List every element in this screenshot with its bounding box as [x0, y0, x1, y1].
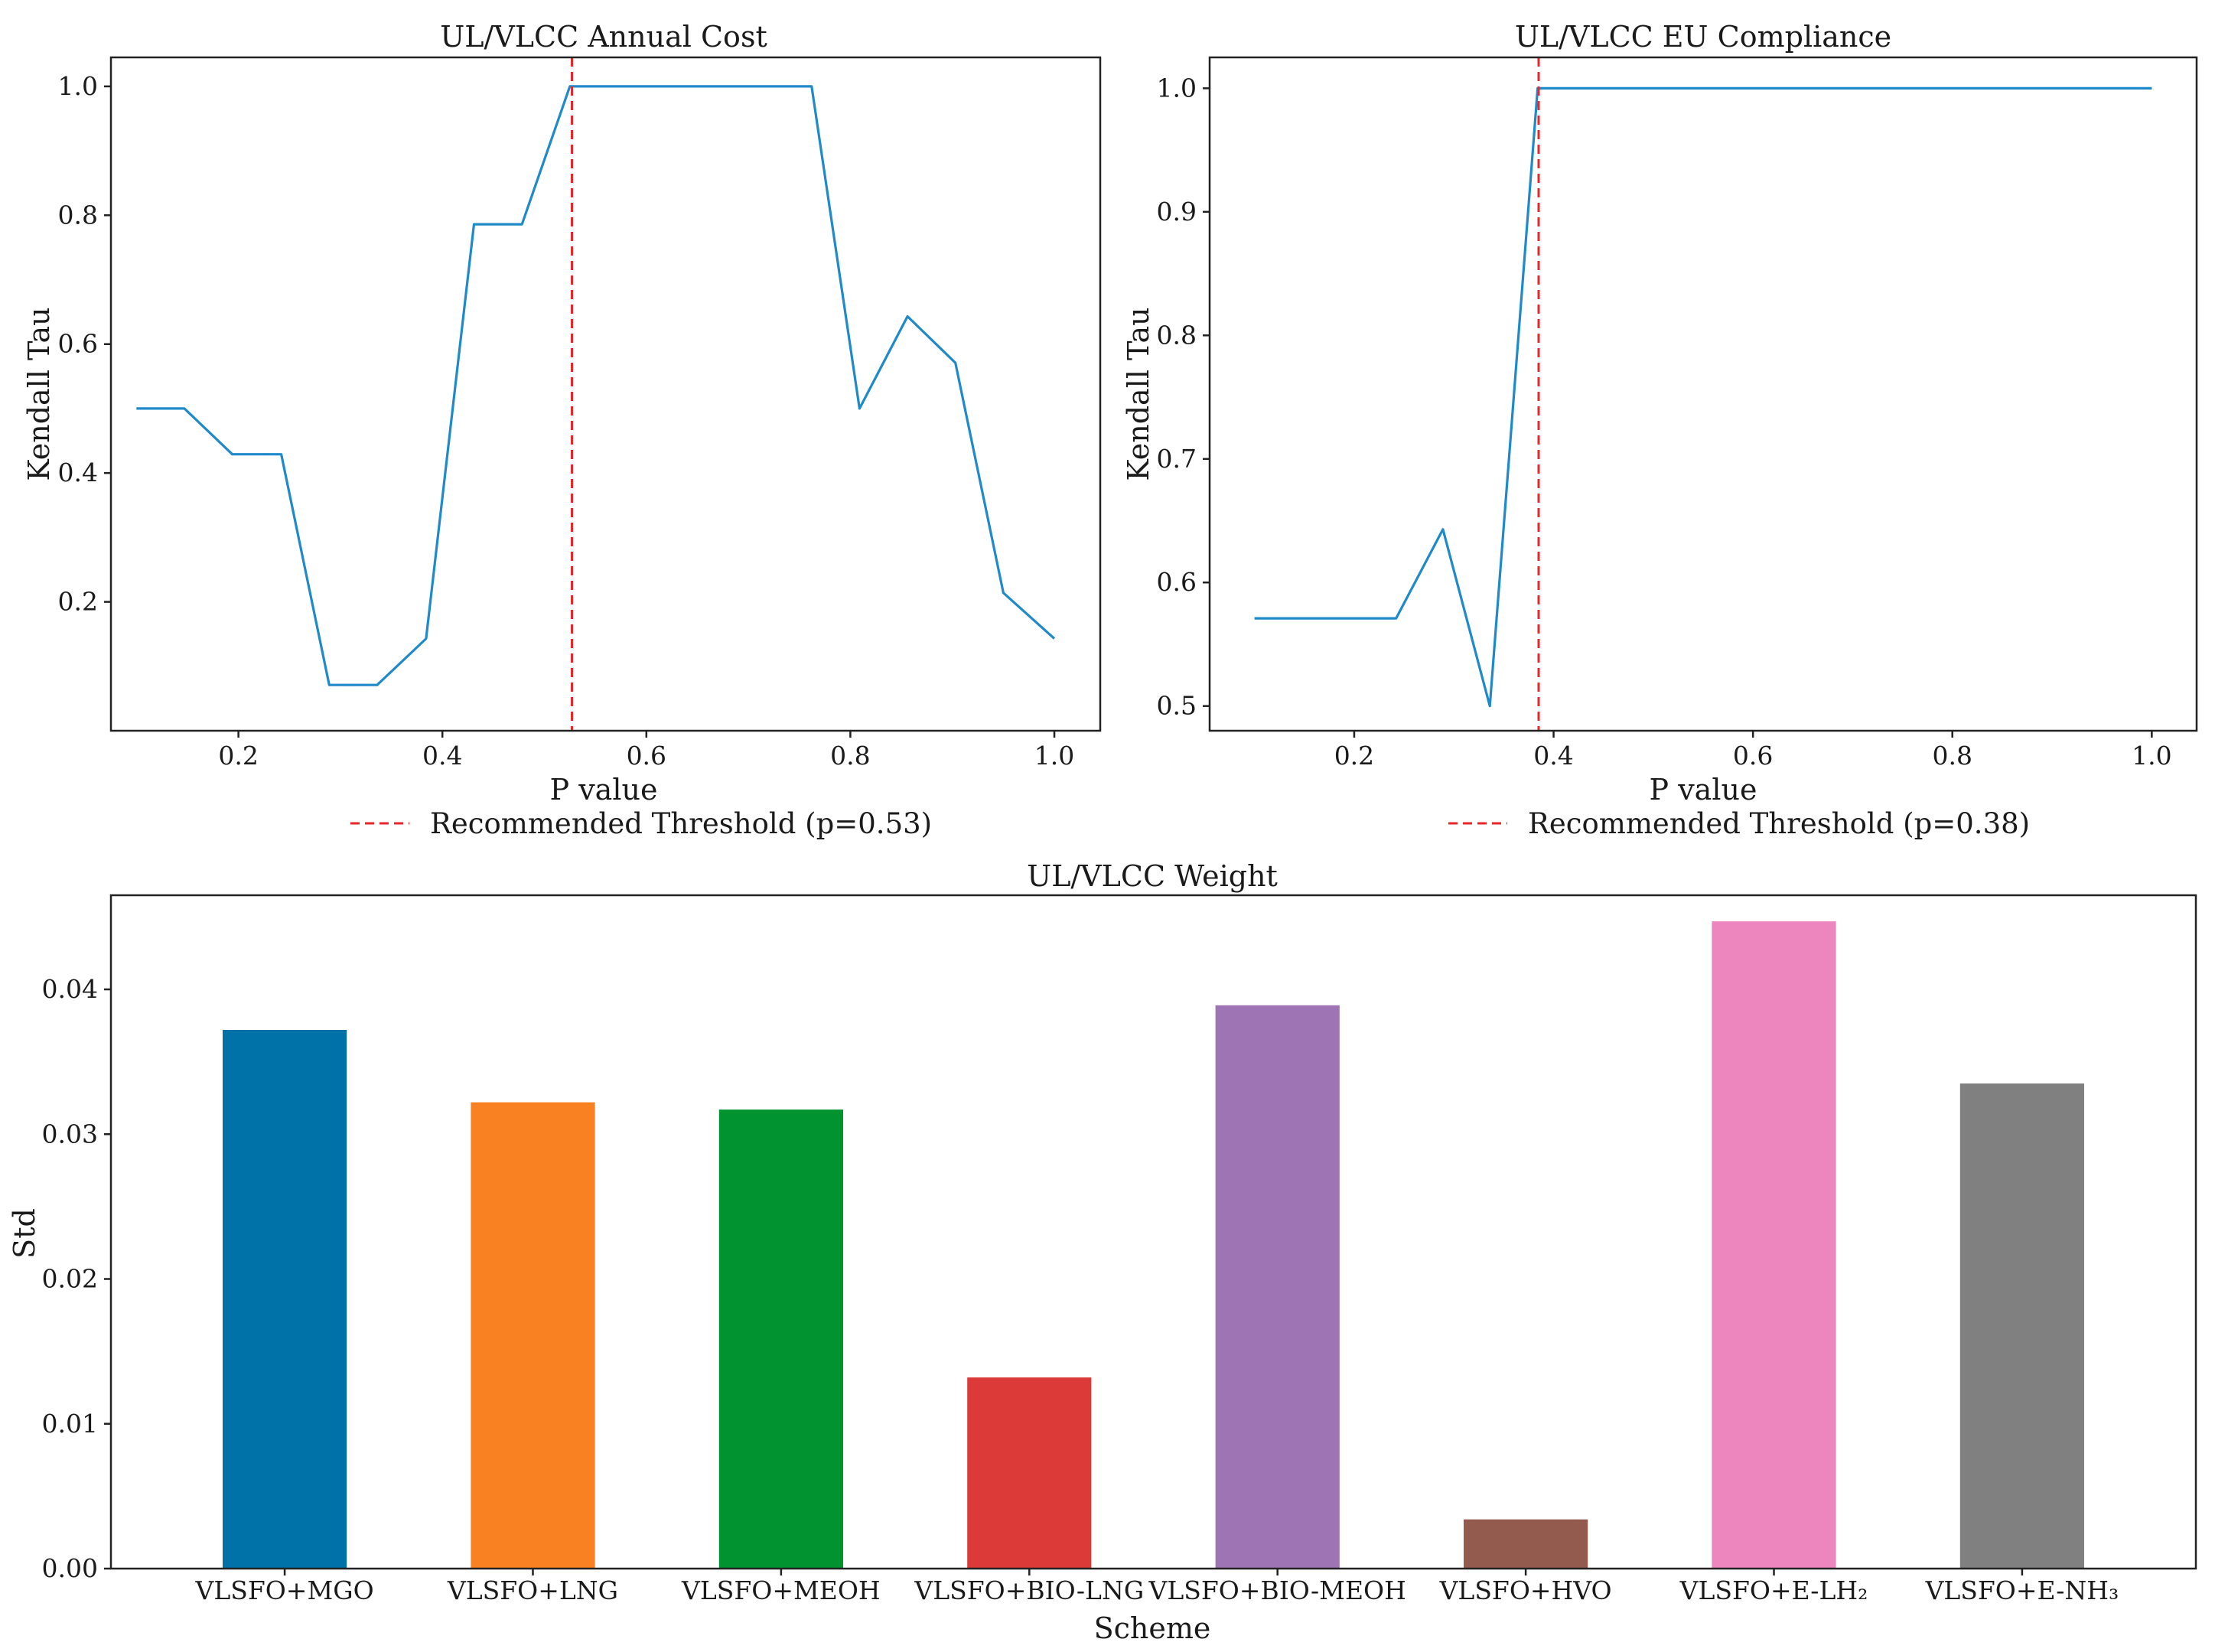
- annual-cost-x-tick-label: 0.4: [422, 741, 462, 771]
- weight-x-tick-label: VLSFO+HVO: [1439, 1575, 1612, 1605]
- weight-x-tick-label: VLSFO+E-LH₂: [1679, 1575, 1868, 1605]
- annual-cost-x-label: P value: [550, 773, 658, 806]
- weight-plot-frame: [109, 894, 2197, 1570]
- annual-cost-plot-frame: [109, 56, 1102, 732]
- eu-compliance-x-label: P value: [1650, 773, 1757, 806]
- annual-cost-panel: UL/VLCC Annual Cost 0.2 0.4 0.6 0.8 1.00.20.…: [22, 20, 1102, 840]
- annual-cost-marks: [136, 57, 1056, 731]
- eu-compliance-y-tick-label: 0.8: [1157, 320, 1197, 350]
- eu-compliance-y-label: Kendall Tau: [1122, 307, 1155, 481]
- eu-compliance-title: UL/VLCC EU Compliance: [1515, 20, 1891, 54]
- weight-x-tick-label: VLSFO+LNG: [447, 1575, 618, 1605]
- annual-cost-legend-label: Recommended Threshold (p=0.53): [430, 807, 932, 840]
- weight-x-tick-label: VLSFO+E-NH₃: [1925, 1575, 2119, 1605]
- weight-y-tick-label: 0.03: [42, 1119, 98, 1149]
- annual-cost-kendall-tau-line: [136, 85, 1056, 686]
- eu-compliance-ticks: 0.2 0.4 0.6 0.8 1.0 0.5 0.6 0.7 0.8 0.9 1.0: [1157, 73, 2172, 771]
- eu-compliance-x-tick-label: 0.2: [1334, 741, 1374, 771]
- weight-x-label: Scheme: [1094, 1611, 1211, 1645]
- weight-x-tick-label: VLSFO+MGO: [194, 1575, 373, 1605]
- eu-compliance-legend: Recommended Threshold (p=0.38): [1448, 807, 2030, 840]
- annual-cost-y-tick-label: 0.2: [58, 587, 98, 617]
- eu-compliance-x-tick-label: 0.6: [1733, 741, 1773, 771]
- weight-x-tick-label: VLSFO+MEOH: [681, 1575, 881, 1605]
- eu-compliance-legend-label: Recommended Threshold (p=0.38): [1528, 807, 2030, 840]
- eu-compliance-x-tick-label: 0.4: [1533, 741, 1573, 771]
- weight-y-tick-label: 0.02: [42, 1264, 98, 1294]
- weight-bar-2: [471, 1102, 595, 1569]
- eu-compliance-panel: UL/VLCC EU Compliance 0.2 0.4 0.6 0.8 1.0 0.5…: [1122, 20, 2198, 840]
- eu-compliance-x-tick-label: 1.0: [2132, 741, 2171, 771]
- annual-cost-x-tick-label: 1.0: [1034, 741, 1074, 771]
- annual-cost-ticks: 0.2 0.4 0.6 0.8 1.0 0.2 0.4 0.6 0.8 1.0: [58, 71, 1075, 771]
- annual-cost-x-tick-label: 0.2: [218, 741, 258, 771]
- weight-x-tick-label: VLSFO+BIO-MEOH: [1148, 1575, 1406, 1605]
- annual-cost-x-tick-label: 0.8: [830, 741, 870, 771]
- annual-cost-y-tick-label: 0.8: [58, 200, 98, 230]
- annual-cost-title: UL/VLCC Annual Cost: [440, 20, 767, 54]
- annual-cost-legend: Recommended Threshold (p=0.53): [350, 807, 932, 840]
- weight-y-label: Std: [8, 1208, 41, 1259]
- weight-ticks: 0.00 0.01 0.02 0.03 0.04 VLSFO+MGO VLSFO+LNG VL…: [42, 974, 2119, 1605]
- weight-y-tick-label: 0.04: [42, 974, 98, 1004]
- eu-compliance-kendall-tau-line: [1254, 86, 2152, 708]
- eu-compliance-y-tick-label: 0.9: [1157, 197, 1197, 226]
- eu-compliance-y-tick-label: 1.0: [1157, 73, 1197, 103]
- eu-compliance-y-tick-label: 0.6: [1157, 567, 1197, 597]
- weight-y-tick-label: 0.01: [42, 1409, 98, 1439]
- eu-compliance-y-tick-label: 0.5: [1157, 691, 1197, 721]
- weight-bar-3: [718, 1109, 843, 1569]
- eu-compliance-y-tick-label: 0.7: [1157, 444, 1197, 474]
- eu-compliance-marks: [1254, 57, 2152, 731]
- weight-bar-8: [1959, 1083, 2084, 1569]
- weight-title: UL/VLCC Weight: [1027, 859, 1278, 893]
- eu-compliance-plot-frame: [1208, 56, 2198, 732]
- annual-cost-x-tick-label: 0.6: [627, 741, 666, 771]
- annual-cost-y-tick-label: 1.0: [58, 71, 98, 101]
- weight-bar-7: [1712, 921, 1836, 1569]
- weight-y-tick-label: 0.00: [42, 1553, 98, 1583]
- weight-bars: [223, 921, 2084, 1569]
- annual-cost-y-label: Kendall Tau: [22, 307, 56, 481]
- annual-cost-y-tick-label: 0.4: [58, 458, 98, 487]
- weight-bar-1: [223, 1030, 347, 1569]
- weight-x-tick-label: VLSFO+BIO-LNG: [914, 1575, 1144, 1605]
- weight-bar-6: [1464, 1519, 1588, 1569]
- weight-bar-4: [967, 1377, 1092, 1569]
- weight-bar-5: [1215, 1005, 1340, 1569]
- annual-cost-y-tick-label: 0.6: [58, 329, 98, 359]
- weight-panel: UL/VLCC Weight 0.00 0.01 0.02 0.03 0.04 VLSFO…: [8, 859, 2197, 1645]
- eu-compliance-x-tick-label: 0.8: [1933, 741, 1972, 771]
